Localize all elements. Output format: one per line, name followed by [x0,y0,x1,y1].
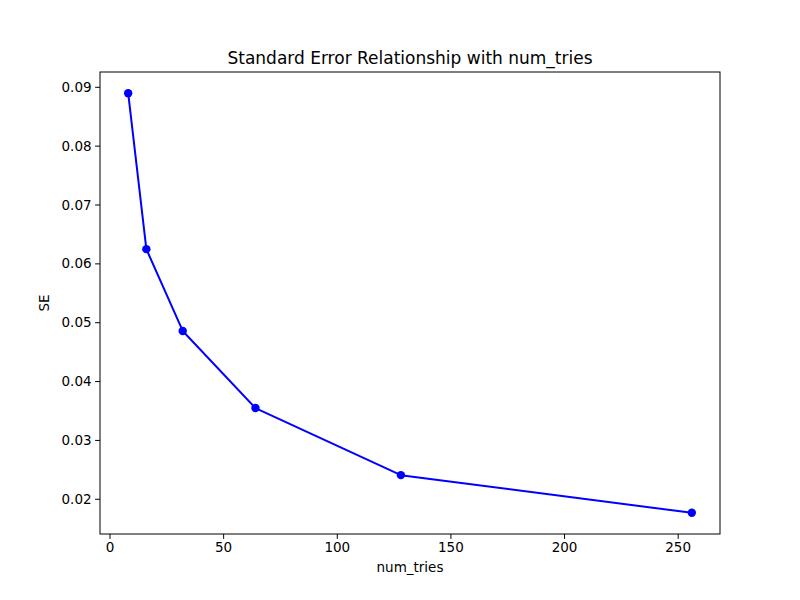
data-point-marker [124,89,132,97]
y-axis-label: SE [36,294,52,311]
y-tick-label: 0.08 [62,138,92,154]
data-point-marker [179,327,187,335]
tick-layer: 0 50 100 150 200 250 0.02 0.03 0.04 0.05 0.06 0.07 0… [62,79,692,556]
x-tick-label: 50 [215,539,232,555]
y-tick-label: 0.04 [62,373,92,389]
x-tick-label: 0 [106,539,115,555]
data-point-marker [251,404,259,412]
y-tick-label: 0.02 [62,491,92,507]
matplotlib-figure: 0 50 100 150 200 250 0.02 0.03 0.04 0.05 0.06 0.07 0… [0,0,800,600]
plot-area [100,72,720,534]
y-tick-label: 0.09 [62,79,92,95]
chart-canvas: 0 50 100 150 200 250 0.02 0.03 0.04 0.05 0.06 0.07 0… [0,0,800,600]
x-tick-label: 200 [552,539,578,555]
se-line [128,93,692,513]
y-tick-label: 0.03 [62,432,92,448]
data-point-marker [688,509,696,517]
y-tick-label: 0.07 [62,197,92,213]
x-tick-label: 250 [665,539,691,555]
y-tick-label: 0.06 [62,255,92,271]
x-tick-label: 100 [324,539,350,555]
y-tick-label: 0.05 [62,314,92,330]
data-series [124,89,696,517]
chart-title: Standard Error Relationship with num_tri… [227,48,592,69]
x-axis-label: num_tries [377,559,444,575]
data-point-marker [397,471,405,479]
x-tick-label: 150 [438,539,464,555]
data-point-marker [142,245,150,253]
